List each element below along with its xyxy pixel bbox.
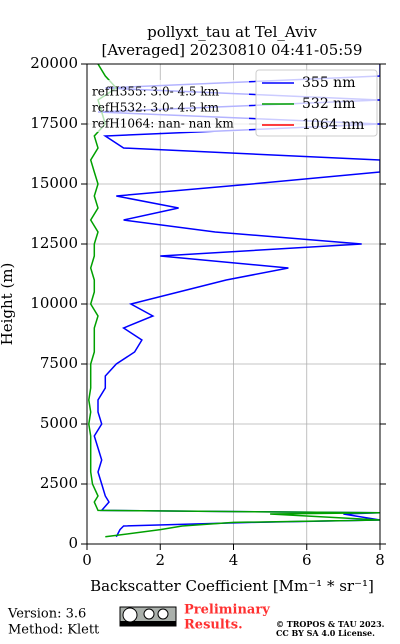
x-tick-label: 2 bbox=[155, 551, 165, 569]
annotation: refH355: 3.0- 4.5 km bbox=[92, 85, 220, 99]
chart-title: pollyxt_tau at Tel_Aviv bbox=[147, 23, 317, 41]
cc-badge bbox=[119, 606, 177, 627]
y-tick-label: 20000 bbox=[30, 54, 78, 72]
legend-label: 1064 nm bbox=[302, 117, 364, 133]
y-tick-label: 17500 bbox=[30, 114, 78, 132]
license: CC BY SA 4.0 License. bbox=[276, 628, 375, 638]
y-tick-label: 15000 bbox=[30, 174, 78, 192]
y-tick-label: 7500 bbox=[40, 354, 78, 372]
x-tick-label: 4 bbox=[229, 551, 239, 569]
annotation: refH532: 3.0- 4.5 km bbox=[92, 101, 220, 115]
legend-label: 532 nm bbox=[302, 96, 355, 112]
legend-box bbox=[255, 69, 378, 137]
y-tick-label: 10000 bbox=[30, 294, 78, 312]
legend-label: 355 nm bbox=[302, 75, 355, 91]
x-tick-label: 6 bbox=[302, 551, 312, 569]
y-axis-label: Height (m) bbox=[0, 263, 16, 346]
method: Method: Klett bbox=[8, 623, 100, 638]
x-tick-label: 0 bbox=[82, 551, 92, 569]
y-tick-label: 5000 bbox=[40, 414, 78, 432]
version: Version: 3.6 bbox=[7, 607, 86, 622]
y-tick-label: 12500 bbox=[30, 234, 78, 252]
x-axis-label: Backscatter Coefficient [Mm⁻¹ * sr⁻¹] bbox=[90, 577, 374, 595]
license: © TROPOS & TAU 2023. bbox=[276, 619, 385, 629]
status: Results. bbox=[184, 618, 243, 633]
plot-frame bbox=[86, 63, 381, 545]
chart-title: [Averaged] 20230810 04:41-05:59 bbox=[102, 41, 363, 59]
data-line bbox=[93, 64, 380, 538]
annotation-box bbox=[89, 80, 249, 132]
x-tick-label: 8 bbox=[375, 551, 385, 569]
data-line bbox=[88, 64, 380, 538]
status: Preliminary bbox=[184, 603, 270, 618]
y-tick-label: 2500 bbox=[40, 474, 78, 492]
y-tick-label: 0 bbox=[68, 534, 78, 552]
annotation: refH1064: nan- nan km bbox=[92, 117, 234, 131]
